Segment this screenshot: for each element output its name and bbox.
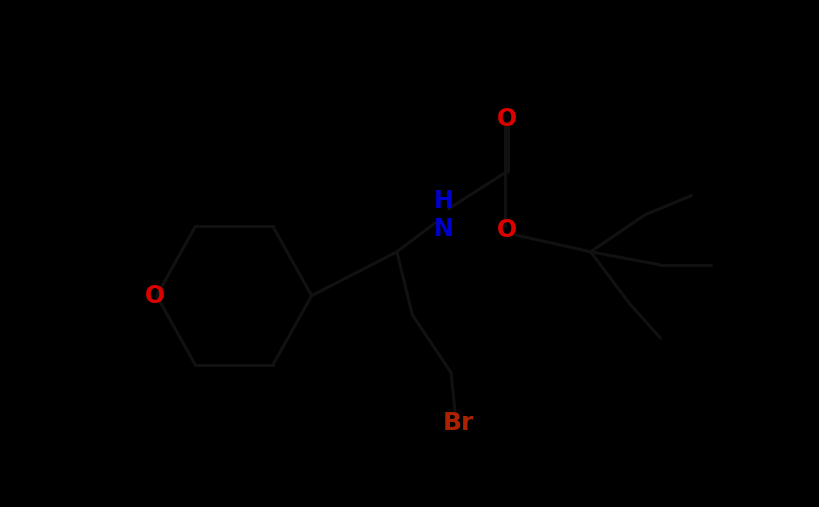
Text: O: O bbox=[497, 218, 517, 242]
Text: H
N: H N bbox=[433, 189, 453, 241]
Text: O: O bbox=[145, 284, 165, 308]
Text: Br: Br bbox=[443, 411, 474, 434]
Text: O: O bbox=[497, 106, 517, 131]
